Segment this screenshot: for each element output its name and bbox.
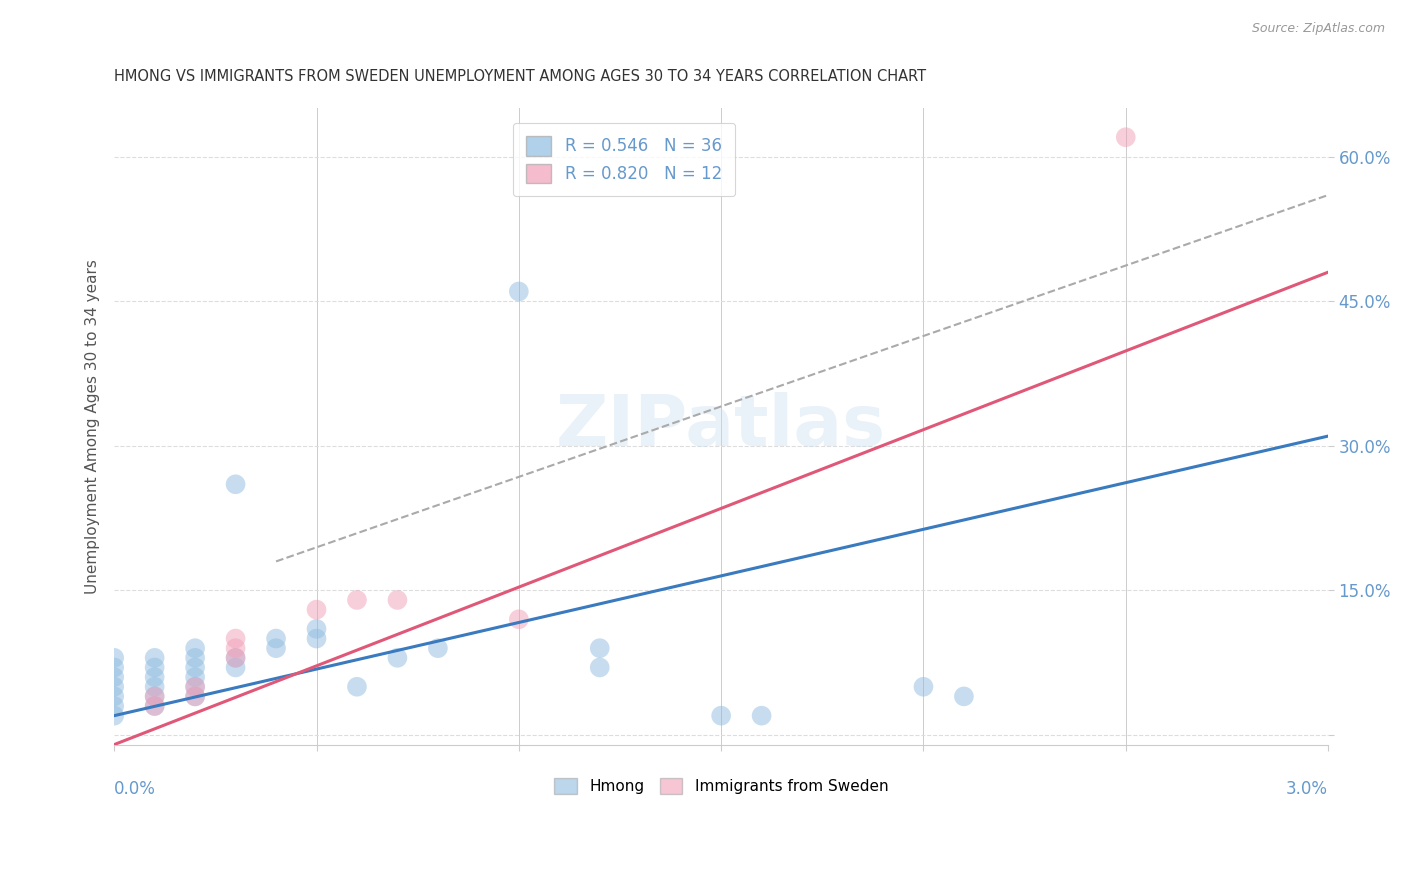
Text: Source: ZipAtlas.com: Source: ZipAtlas.com <box>1251 22 1385 36</box>
Point <box>508 285 530 299</box>
Point <box>710 708 733 723</box>
Point <box>143 680 166 694</box>
Point <box>143 650 166 665</box>
Point <box>184 680 207 694</box>
Point <box>184 660 207 674</box>
Point <box>225 632 247 646</box>
Point <box>143 690 166 704</box>
Point <box>346 593 368 607</box>
Point <box>143 699 166 714</box>
Point <box>264 641 287 656</box>
Point <box>305 602 328 616</box>
Point <box>264 632 287 646</box>
Point <box>387 650 409 665</box>
Point <box>225 477 247 491</box>
Text: HMONG VS IMMIGRANTS FROM SWEDEN UNEMPLOYMENT AMONG AGES 30 TO 34 YEARS CORRELATI: HMONG VS IMMIGRANTS FROM SWEDEN UNEMPLOY… <box>114 69 927 84</box>
Point <box>953 690 976 704</box>
Point <box>143 660 166 674</box>
Point <box>103 690 125 704</box>
Point <box>103 650 125 665</box>
Y-axis label: Unemployment Among Ages 30 to 34 years: Unemployment Among Ages 30 to 34 years <box>86 259 100 594</box>
Point <box>103 660 125 674</box>
Point <box>103 670 125 684</box>
Point <box>103 708 125 723</box>
Text: 0.0%: 0.0% <box>114 780 156 797</box>
Point <box>143 690 166 704</box>
Point <box>143 699 166 714</box>
Point <box>103 699 125 714</box>
Point <box>225 641 247 656</box>
Legend: Hmong, Immigrants from Sweden: Hmong, Immigrants from Sweden <box>548 772 894 801</box>
Point <box>508 612 530 626</box>
Point <box>184 690 207 704</box>
Point <box>184 641 207 656</box>
Point <box>184 690 207 704</box>
Point <box>589 660 612 674</box>
Point <box>1115 130 1137 145</box>
Point <box>589 641 612 656</box>
Point <box>103 680 125 694</box>
Point <box>305 632 328 646</box>
Point <box>225 650 247 665</box>
Point <box>184 650 207 665</box>
Point <box>387 593 409 607</box>
Point <box>751 708 773 723</box>
Point <box>305 622 328 636</box>
Point <box>912 680 935 694</box>
Point <box>426 641 449 656</box>
Text: 3.0%: 3.0% <box>1286 780 1329 797</box>
Point <box>143 670 166 684</box>
Point <box>225 650 247 665</box>
Point <box>184 670 207 684</box>
Text: ZIPatlas: ZIPatlas <box>557 392 886 461</box>
Point <box>225 660 247 674</box>
Point <box>184 680 207 694</box>
Point <box>346 680 368 694</box>
